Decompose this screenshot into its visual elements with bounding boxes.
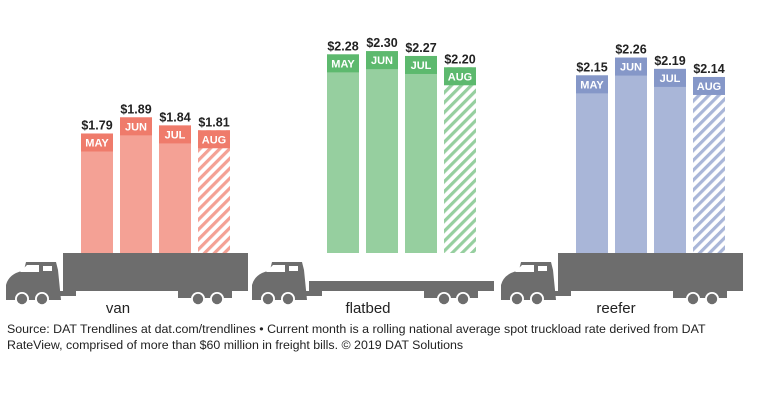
flatbed-value-label-jun: $2.30 — [366, 36, 397, 50]
flatbed-bar-jul — [405, 55, 437, 253]
reefer-month-band-may — [576, 75, 608, 94]
wheel — [16, 293, 28, 305]
source-note: Source: DAT Trendlines at dat.com/trendl… — [7, 322, 706, 352]
fifth-wheel — [300, 291, 322, 296]
wheel — [262, 293, 274, 305]
van-equipment-label: van — [106, 300, 130, 317]
reefer-month-label-jun: JUN — [620, 62, 642, 74]
wheel — [36, 293, 48, 305]
tractor-cab — [6, 262, 61, 300]
flatbed-month-label-may: MAY — [331, 58, 355, 70]
bar-groups: MAY $1.79 JUN $1.89 JUL $1.84 AUG $1.81 van MAY $2… — [81, 36, 725, 317]
wheel — [457, 293, 469, 305]
van-bar-group: MAY $1.79 JUN $1.89 JUL $1.84 AUG $1.81 van — [81, 102, 230, 317]
van-month-label-jul: JUL — [165, 129, 186, 141]
wheel — [706, 293, 718, 305]
cab-window — [515, 265, 534, 272]
reefer-bar-group: MAY $2.15 JUN $2.26 JUL $2.19 AUG $2.14 reefer — [576, 43, 725, 317]
wheel — [531, 293, 543, 305]
van-month-band-may — [81, 133, 113, 152]
flatbed-month-label-jun: JUN — [371, 55, 393, 67]
reefer-month-band-jul — [654, 68, 686, 87]
van-month-label-aug: AUG — [202, 134, 226, 146]
flatbed-bar-aug — [444, 67, 476, 254]
flatbed-equipment-label: flatbed — [345, 300, 390, 317]
trailer-box — [558, 253, 743, 291]
flatbed-bar-group: MAY $2.28 JUN $2.30 JUL $2.27 AUG $2.20 flatbed — [327, 36, 476, 317]
truckload-rates-chart: MAY $1.79 JUN $1.89 JUL $1.84 AUG $1.81 van MAY $2… — [6, 36, 743, 317]
reefer-value-label-jun: $2.26 — [615, 43, 646, 57]
van-bar-jun — [120, 117, 152, 253]
rear-axle-block — [178, 291, 232, 298]
wheel — [211, 293, 223, 305]
tractor-cab — [252, 262, 307, 300]
reefer-bar-jun — [615, 57, 647, 254]
cab-side-window — [43, 266, 52, 271]
van-truck-icon — [6, 253, 248, 306]
reefer-bar-aug — [693, 76, 725, 253]
wheel — [192, 293, 204, 305]
flatbed-value-label-may: $2.28 — [327, 39, 358, 53]
van-month-label-may: MAY — [85, 137, 109, 149]
flatbed-month-band-aug — [444, 67, 476, 86]
truck-illustrations — [6, 253, 743, 306]
fifth-wheel — [54, 291, 76, 296]
reefer-value-label-jul: $2.19 — [654, 54, 685, 68]
cab-window — [266, 265, 285, 272]
reefer-bar-jul — [654, 68, 686, 253]
flatbed-month-label-aug: AUG — [448, 71, 472, 83]
rear-axle-block — [424, 291, 478, 298]
reefer-equipment-label: reefer — [596, 300, 635, 317]
van-month-band-aug — [198, 130, 230, 149]
flatbed-deck — [309, 281, 494, 291]
reefer-bar-may — [576, 75, 608, 253]
van-value-label-jul: $1.84 — [159, 110, 190, 124]
van-month-band-jul — [159, 125, 191, 144]
reefer-month-label-jul: JUL — [660, 73, 681, 85]
reefer-value-label-aug: $2.14 — [693, 62, 724, 76]
wheel — [511, 293, 523, 305]
van-bar-aug — [198, 130, 230, 253]
flatbed-value-label-aug: $2.20 — [444, 52, 475, 66]
van-bar-jul — [159, 125, 191, 253]
rear-axle-block — [673, 291, 727, 298]
cab-side-window — [289, 266, 298, 271]
flatbed-truck-icon — [252, 262, 494, 306]
flatbed-month-band-jul — [405, 55, 437, 74]
trailer-box — [63, 253, 248, 291]
reefer-month-band-aug — [693, 76, 725, 95]
wheel — [438, 293, 450, 305]
van-month-band-jun — [120, 117, 152, 136]
van-value-label-jun: $1.89 — [120, 102, 151, 116]
flatbed-month-band-jun — [366, 51, 398, 70]
wheel — [282, 293, 294, 305]
van-value-label-may: $1.79 — [81, 118, 112, 132]
reefer-month-label-aug: AUG — [697, 81, 721, 93]
wheel — [687, 293, 699, 305]
flatbed-month-band-may — [327, 54, 359, 73]
reefer-month-band-jun — [615, 57, 647, 76]
flatbed-bar-jun — [366, 51, 398, 253]
reefer-month-label-may: MAY — [580, 79, 604, 91]
reefer-value-label-may: $2.15 — [576, 60, 607, 74]
tractor-cab — [501, 262, 556, 300]
van-value-label-aug: $1.81 — [198, 115, 229, 129]
flatbed-month-label-jul: JUL — [411, 60, 432, 72]
flatbed-value-label-jul: $2.27 — [405, 41, 436, 55]
reefer-truck-icon — [501, 253, 743, 306]
fifth-wheel — [549, 291, 571, 296]
van-month-label-jun: JUN — [125, 121, 147, 133]
cab-side-window — [538, 266, 547, 271]
van-bar-may — [81, 133, 113, 253]
flatbed-bar-may — [327, 54, 359, 254]
cab-window — [20, 265, 39, 272]
